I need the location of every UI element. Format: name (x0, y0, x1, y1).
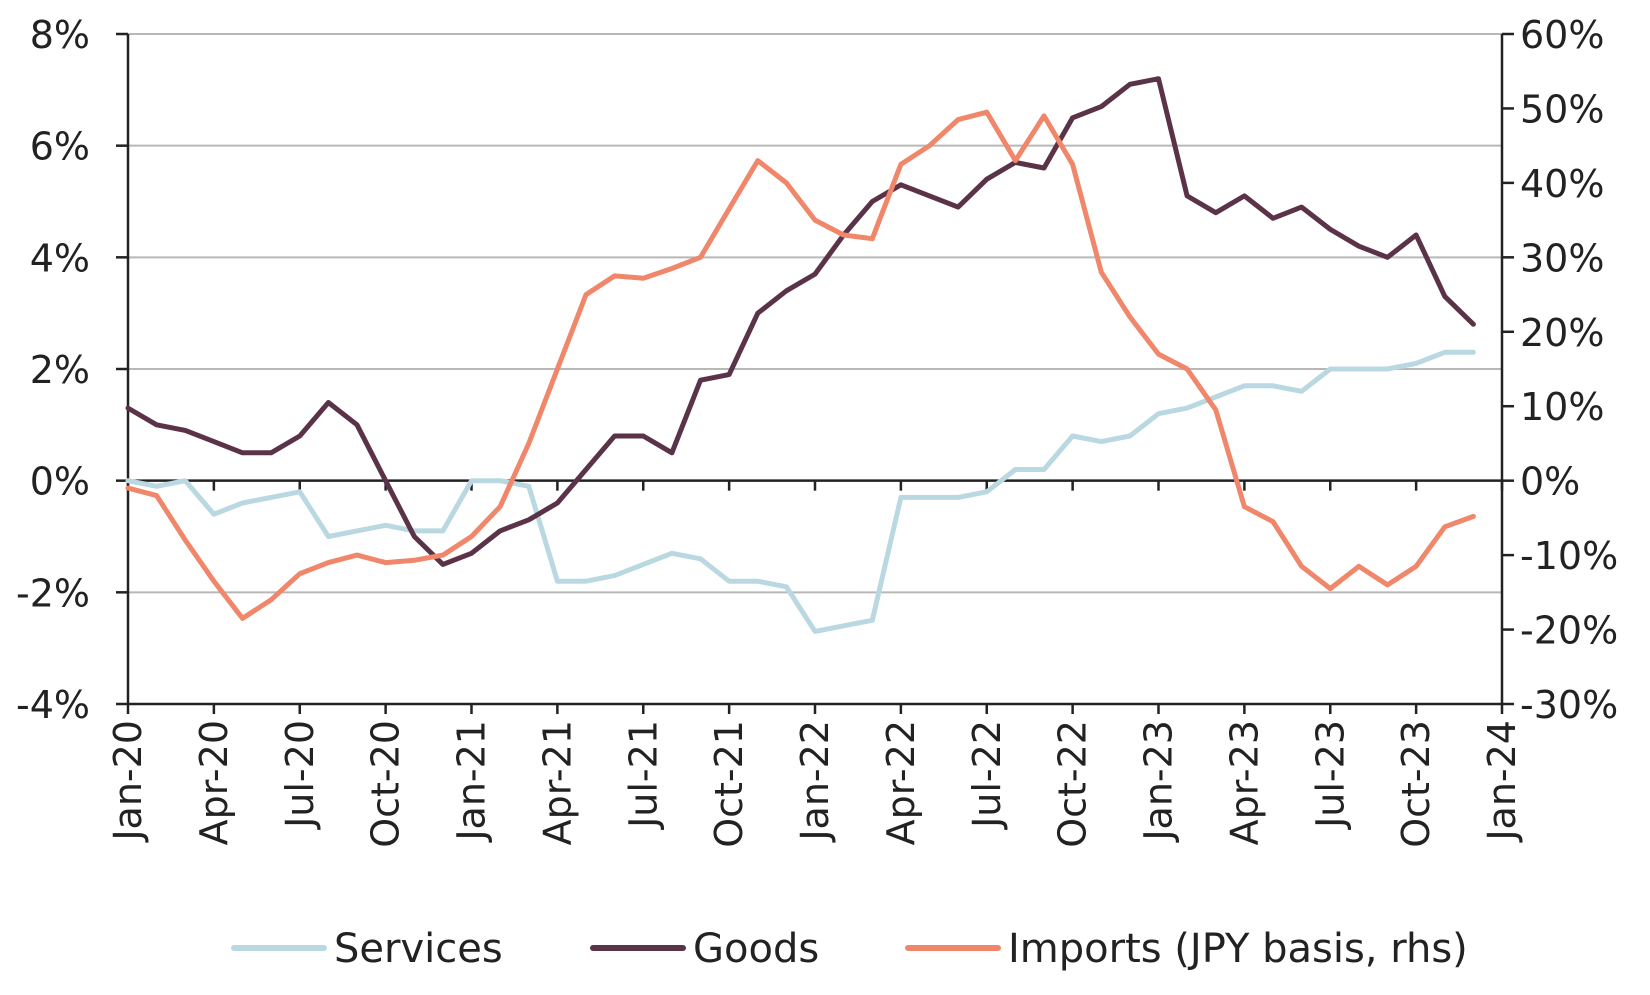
y-right-tick-label: -10% (1520, 534, 1618, 578)
x-tick-label: Apr-23 (1222, 720, 1266, 845)
series-line-goods (125, 76, 1476, 567)
y-right-tick-label: 20% (1520, 311, 1604, 355)
legend-label: Goods (693, 926, 819, 972)
y-right-tick-label: -20% (1520, 609, 1618, 653)
series-line-imports (125, 109, 1476, 621)
series-lines (125, 76, 1476, 634)
y-right-tick-label: 50% (1520, 87, 1604, 131)
x-tick-label: Jan-21 (450, 720, 494, 843)
x-tick-label: Jan-23 (1137, 720, 1181, 843)
legend: Services Goods Imports (JPY basis, rhs) (231, 926, 1468, 972)
x-tick-label: Apr-22 (879, 720, 923, 845)
y-right-tick-label: -30% (1520, 683, 1618, 727)
y-left-tick-label: -4% (16, 683, 90, 727)
x-tick-label: Jul-23 (1308, 720, 1352, 830)
series-line-services (125, 349, 1476, 634)
x-tick-label: Apr-20 (192, 720, 236, 845)
y-left-tick-label: -2% (16, 571, 90, 615)
y-right-tick-label: 40% (1520, 162, 1604, 206)
legend-label: Services (334, 926, 503, 972)
y-left-tick-label: 6% (30, 125, 90, 169)
x-tick-label: Oct-20 (364, 720, 408, 848)
x-tick-label: Oct-23 (1394, 720, 1438, 848)
x-tick-label: Apr-21 (535, 720, 579, 845)
x-tick-label: Jul-20 (278, 720, 322, 830)
grid-lines (128, 33, 1502, 594)
y-right-tick-label: 60% (1520, 13, 1604, 57)
x-tick-label: Jan-24 (1480, 720, 1524, 843)
x-tick-label: Oct-22 (1051, 720, 1095, 848)
y-left-tick-label: 8% (30, 13, 90, 57)
x-tick-label: Jul-21 (621, 720, 665, 830)
y-right-tick-label: 10% (1520, 385, 1604, 429)
y-left-tick-label: 2% (30, 348, 90, 392)
x-tick-label: Jul-22 (965, 720, 1009, 830)
legend-label: Imports (JPY basis, rhs) (1008, 926, 1468, 972)
x-tick-label: Jan-20 (106, 720, 150, 843)
y-left-tick-label: 0% (30, 460, 90, 504)
y-right-tick-label: 30% (1520, 236, 1604, 280)
y-right-tick-label: 0% (1520, 460, 1580, 504)
y-left-tick-label: 4% (30, 236, 90, 280)
x-tick-label: Oct-21 (707, 720, 751, 848)
x-tick-label: Jan-22 (793, 720, 837, 843)
axes: -4% -2% 0% 2% 4% 6% 8% -30% -20% -10% 0% 10% 20% 30% 4… (16, 13, 1618, 848)
